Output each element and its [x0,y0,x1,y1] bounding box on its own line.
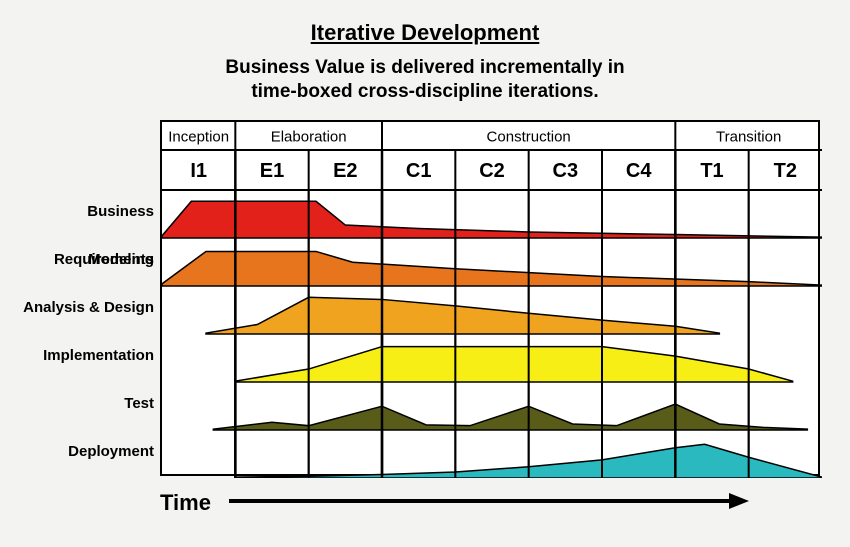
discipline-label: Deployment [20,428,160,476]
time-axis: Time [160,490,749,516]
discipline-shape [206,297,719,334]
svg-text:C2: C2 [479,160,505,182]
svg-text:Transition: Transition [716,129,781,146]
discipline-shape [162,251,822,286]
discipline-label: Implementation [20,332,160,380]
time-arrow-icon [229,490,749,516]
discipline-label: Business Modeling [20,188,160,236]
svg-text:C4: C4 [626,160,652,182]
svg-text:Inception: Inception [168,129,229,146]
discipline-label: Test [20,380,160,428]
discipline-label: Requirements [20,236,160,284]
diagram-subtitle: Business Value is delivered incrementall… [0,56,850,104]
subtitle-line-1: Business Value is delivered incrementall… [0,56,850,80]
discipline-label: Analysis & Design [20,284,160,332]
time-label: Time [160,490,211,516]
discipline-labels: Business ModelingRequirementsAnalysis & … [20,188,160,476]
discipline-shape [235,347,792,382]
svg-text:T1: T1 [700,160,723,182]
svg-text:C3: C3 [553,160,579,182]
subtitle-line-2: time-boxed cross-discipline iterations. [0,80,850,104]
discipline-shape [162,201,822,238]
chart-grid: Inception Elaboration Construction Transiti… [160,120,820,476]
svg-text:I1: I1 [190,160,207,182]
diagram-title: Iterative Development [0,0,850,46]
svg-text:T2: T2 [774,160,797,182]
svg-text:E2: E2 [333,160,357,182]
svg-text:Construction: Construction [487,129,571,146]
svg-text:E1: E1 [260,160,284,182]
discipline-shape [213,404,807,430]
svg-text:Elaboration: Elaboration [271,129,347,146]
svg-text:C1: C1 [406,160,432,182]
